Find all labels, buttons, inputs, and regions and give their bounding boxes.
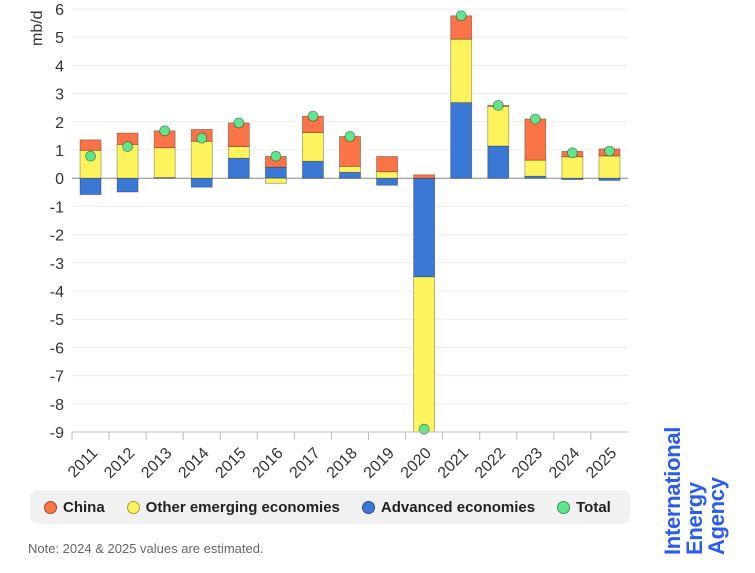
total-point-2020 (418, 423, 430, 435)
legend: China Other emerging economies Advanced … (30, 490, 630, 524)
bar-advanced-economies-2011 (79, 177, 102, 195)
legend-item-total[interactable]: Total (557, 499, 611, 516)
total-point-2017 (307, 110, 319, 122)
total-point-2015 (233, 117, 245, 129)
total-swatch-icon (557, 500, 571, 514)
bar-advanced-economies-2014 (190, 177, 213, 188)
bar-advanced-economies-2020 (413, 177, 436, 278)
bar-other-emerging-economies-2013 (153, 147, 176, 179)
bar-advanced-economies-2019 (376, 177, 398, 186)
x-tick-label: 2023 (509, 445, 546, 480)
total-point-2023 (529, 113, 541, 125)
y-tick-label: -1 (50, 199, 64, 216)
y-tick-label: -6 (50, 340, 64, 357)
legend-label: Advanced economies (380, 498, 536, 516)
legend-item-other-emerging[interactable]: Other emerging economies (126, 498, 340, 516)
x-tick-label: 2025 (583, 445, 620, 480)
bar-advanced-economies-2022 (487, 145, 510, 179)
bar-advanced-economies-2016 (264, 166, 287, 179)
x-tick-label: 2017 (287, 445, 324, 480)
x-tick-label: 2022 (472, 445, 509, 480)
x-tick-label: 2011 (65, 445, 101, 480)
total-point-2025 (604, 145, 615, 157)
x-tick-label: 2021 (435, 445, 472, 480)
total-point-2024 (567, 147, 578, 159)
bar-advanced-economies-2018 (339, 171, 361, 179)
bar-china-2019 (376, 156, 398, 173)
legend-item-china[interactable]: China (44, 499, 105, 516)
total-point-2012 (122, 141, 133, 153)
total-point-2013 (159, 125, 171, 137)
y-tick-label: 2 (55, 115, 64, 132)
legend-item-advanced[interactable]: Advanced economies (361, 498, 536, 516)
y-tick-label: 0 (55, 171, 64, 188)
y-axis-label: mb/d (29, 10, 46, 46)
other-emerging-swatch-icon (126, 500, 140, 514)
bar-other-emerging-economies-2025 (598, 155, 621, 179)
bar-other-emerging-economies-2024 (561, 156, 584, 179)
bar-other-emerging-economies-2022 (487, 105, 510, 147)
x-tick-label: 2015 (212, 445, 249, 480)
total-point-2011 (85, 150, 96, 162)
bar-other-emerging-economies-2023 (524, 159, 547, 177)
bar-other-emerging-economies-2014 (190, 140, 213, 179)
y-tick-label: -3 (50, 256, 64, 273)
y-tick-label: -5 (50, 312, 64, 329)
y-tick-label: -8 (50, 397, 64, 414)
bar-other-emerging-economies-2017 (302, 132, 324, 162)
bar-advanced-economies-2021 (450, 102, 473, 179)
x-tick-label: 2013 (138, 445, 175, 480)
bar-china-2023 (524, 118, 547, 161)
legend-label: Other emerging economies (145, 498, 340, 516)
x-tick-label: 2012 (101, 445, 138, 480)
x-tick-label: 2020 (398, 445, 435, 480)
total-point-2021 (455, 10, 467, 22)
bar-other-emerging-economies-2019 (376, 171, 398, 179)
advanced-swatch-icon (361, 500, 375, 514)
y-tick-label: -4 (50, 284, 64, 301)
bar-other-emerging-economies-2015 (227, 146, 250, 159)
bar-advanced-economies-2015 (227, 157, 250, 179)
bar-advanced-economies-2017 (302, 160, 324, 179)
china-swatch-icon (44, 500, 57, 514)
bar-other-emerging-economies-2018 (339, 165, 361, 173)
y-tick-label: 6 (55, 2, 64, 19)
x-tick-label: 2018 (324, 445, 361, 480)
logo-line-2: Energy Agency (682, 477, 729, 555)
y-tick-label: -2 (50, 228, 64, 245)
bar-other-emerging-economies-2020 (413, 276, 436, 433)
bar-other-emerging-economies-2016 (264, 177, 287, 184)
total-point-2018 (344, 131, 356, 142)
legend-label: China (63, 498, 105, 516)
y-tick-label: 3 (55, 87, 64, 104)
y-tick-label: 5 (55, 30, 64, 47)
x-tick-label: 2016 (250, 445, 287, 480)
footnote: Note: 2024 & 2025 values are estimated. (28, 541, 264, 556)
bar-advanced-economies-2012 (116, 177, 139, 193)
x-tick-label: 2024 (546, 445, 583, 480)
x-tick-label: 2014 (175, 445, 212, 480)
logo-line-1: International (660, 426, 685, 555)
legend-label: Total (576, 498, 611, 516)
y-tick-label: 4 (55, 58, 64, 75)
bar-china-2020 (413, 174, 436, 179)
total-point-2022 (492, 100, 504, 111)
x-tick-label: 2019 (361, 445, 398, 480)
bar-china-2011 (79, 139, 102, 151)
y-tick-label: -9 (50, 425, 64, 442)
total-point-2014 (196, 132, 208, 144)
iea-logo: International Energy Agency (660, 426, 729, 555)
total-point-2016 (270, 150, 282, 162)
bar-other-emerging-economies-2021 (450, 38, 473, 104)
y-tick-label: -7 (50, 369, 64, 386)
y-tick-label: 1 (55, 143, 64, 160)
